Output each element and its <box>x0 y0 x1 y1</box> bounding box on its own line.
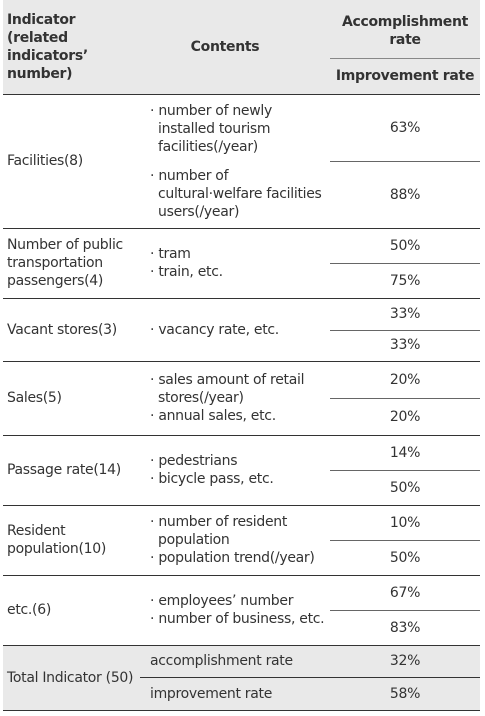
contents: number of newly installed tourism facili… <box>146 96 330 226</box>
accomplishment-rate: 63% <box>389 119 421 136</box>
rule <box>3 505 480 506</box>
content-item: tram <box>146 245 191 263</box>
rule <box>330 470 480 471</box>
accomplishment-rate: 50% <box>389 237 421 254</box>
improvement-rate: 20% <box>389 408 421 425</box>
indicator: Number of public transportation passenge… <box>7 237 123 289</box>
contents: sales amount of retail stores(/year)annu… <box>146 363 330 433</box>
content-item: number of newly installed tourism facili… <box>146 102 330 156</box>
contents: tramtrain, etc. <box>146 230 330 296</box>
indicator: etc.(6) <box>7 602 51 618</box>
rule <box>3 710 480 711</box>
content-item: pedestrians <box>146 452 237 470</box>
accomplishment-rate: 10% <box>389 514 421 531</box>
content-item: employees’ number <box>146 592 293 610</box>
rule <box>3 361 480 362</box>
improvement-rate: 88% <box>389 186 421 203</box>
rule <box>330 58 480 59</box>
header-indicator: Indicator (related indicators’ number) <box>7 12 88 82</box>
content-item: sales amount of retail stores(/year) <box>146 371 330 407</box>
rule <box>3 645 480 646</box>
content-item: population trend(/year) <box>146 549 315 567</box>
header-improvement: Improvement rate <box>335 68 475 84</box>
rule <box>330 263 480 264</box>
rule <box>3 298 480 299</box>
accomplishment-rate: 14% <box>389 444 421 461</box>
rule <box>140 677 480 678</box>
total-indicator: Total Indicator (50) <box>7 669 134 686</box>
content-item: annual sales, etc. <box>146 407 276 425</box>
improvement-rate: 33% <box>389 337 421 354</box>
content-item: number of business, etc. <box>146 610 324 628</box>
indicator: Facilities(8) <box>7 153 83 169</box>
accomplishment-rate: 33% <box>389 305 421 322</box>
total-rate: 32% <box>389 653 421 669</box>
improvement-rate: 75% <box>389 272 421 289</box>
header-contents: Contents <box>190 39 260 55</box>
improvement-rate: 83% <box>389 619 421 636</box>
content-item: number of cultural·welfare facilities us… <box>146 167 330 221</box>
indicator: Passage rate(14) <box>7 462 121 478</box>
content-item: train, etc. <box>146 263 223 281</box>
indicator: Vacant stores(3) <box>7 321 117 338</box>
total-label: improvement rate <box>150 685 273 702</box>
total-rate: 58% <box>389 685 421 702</box>
rule <box>3 575 480 576</box>
improvement-rate: 50% <box>389 479 421 496</box>
indicator: Sales(5) <box>7 390 62 406</box>
accomplishment-rate: 20% <box>389 371 421 388</box>
content-item: vacancy rate, etc. <box>146 321 279 339</box>
rule <box>330 540 480 541</box>
header-bg <box>3 0 480 94</box>
rule <box>330 398 480 399</box>
content-item: number of resident population <box>146 513 330 549</box>
rule <box>3 94 480 95</box>
contents: vacancy rate, etc. <box>146 300 330 359</box>
contents: employees’ numbernumber of business, etc… <box>146 577 330 643</box>
rule <box>330 161 480 162</box>
contents: pedestriansbicycle pass, etc. <box>146 437 330 503</box>
rule <box>3 228 480 229</box>
accomplishment-rate: 67% <box>389 584 421 601</box>
rule <box>330 329 480 331</box>
total-label: accomplishment rate <box>150 653 293 669</box>
rule <box>3 435 480 436</box>
improvement-rate: 50% <box>389 549 421 566</box>
rule <box>330 610 480 611</box>
content-item: bicycle pass, etc. <box>146 470 274 488</box>
header-accomplishment: Accomplishment rate <box>341 14 469 48</box>
contents: number of resident populationpopulation … <box>146 507 330 573</box>
indicator: Resident population(10) <box>7 523 107 557</box>
